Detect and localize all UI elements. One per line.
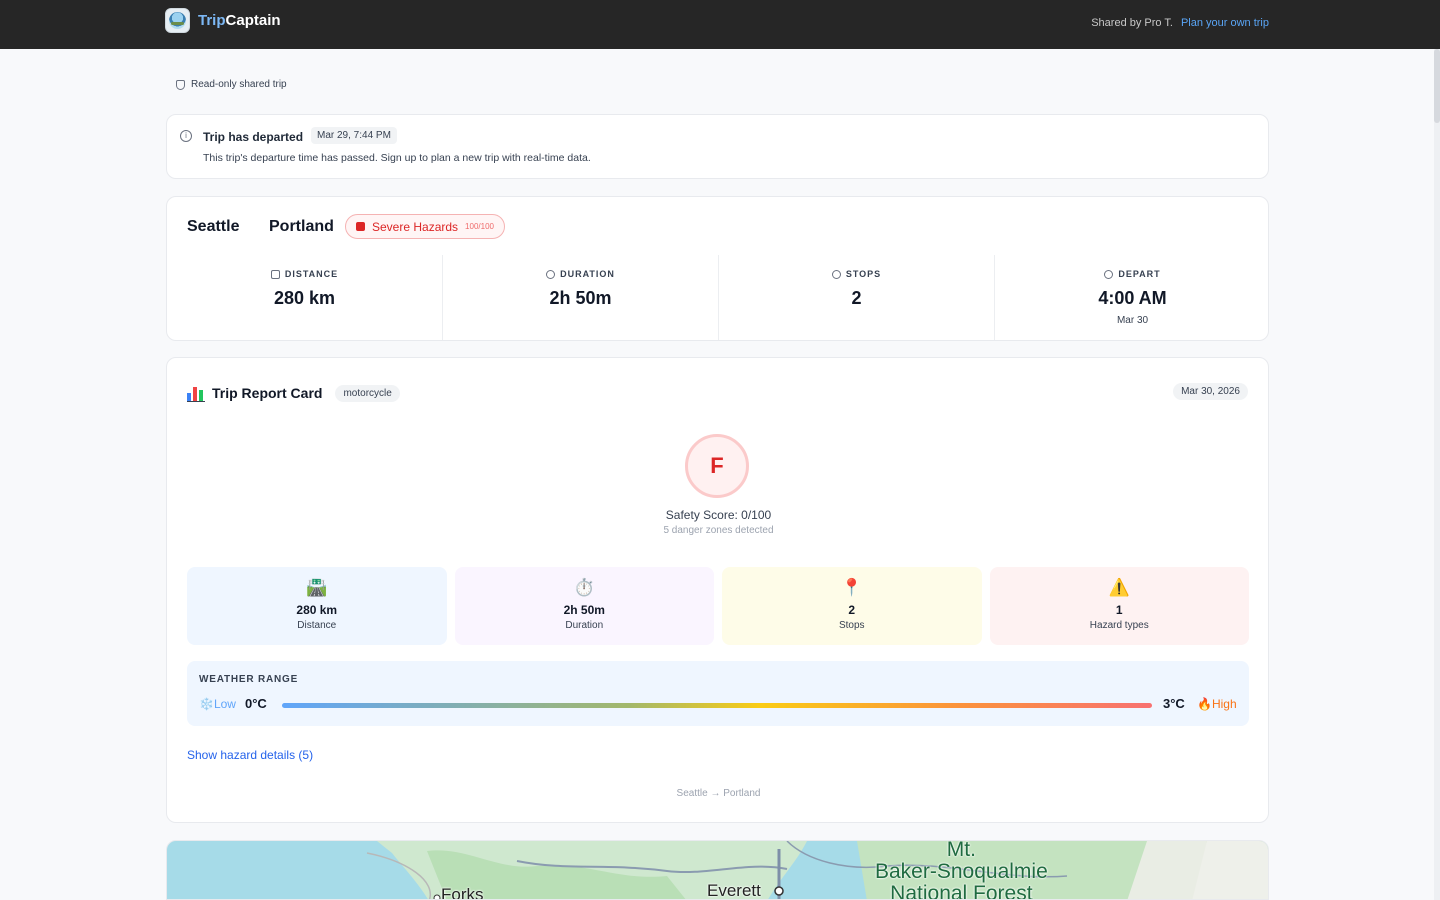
brand[interactable]: TripCaptain [165, 8, 281, 33]
brand-name: TripCaptain [198, 12, 281, 29]
clock-icon [546, 269, 556, 279]
shared-by-text: Shared by Pro T. [1091, 17, 1173, 29]
report-header: Trip Report Card motorcycle [187, 384, 400, 402]
info-icon: i [180, 130, 192, 142]
tile-label: Stops [838, 620, 865, 631]
danger-zones: 5 danger zones detected [663, 525, 774, 536]
notice-message: This trip's departure time has passed. S… [203, 152, 591, 164]
stat-label: DURATION [560, 269, 615, 279]
temperature-gradient-bar [282, 703, 1152, 708]
stat-label: STOPS [845, 269, 882, 279]
logo-icon [165, 8, 190, 33]
notice-date-chip: Mar 29, 7:44 PM [311, 127, 397, 144]
tile-duration: ⏱️ 2h 50m Duration [454, 567, 714, 645]
route-summary-card: Seattle Portland Severe Hazards 100/100 … [166, 196, 1269, 341]
route-icon [270, 269, 280, 279]
tile-hazards: ⚠️ 1 Hazard types [989, 567, 1249, 645]
hazard-indicator-icon [356, 222, 365, 231]
pin-icon: 📍 [841, 578, 863, 597]
map-label-forest: Mt. Baker-Snoqualmie National Forest [875, 840, 1048, 900]
tile-value: 2 [848, 603, 856, 617]
weather-label: WEATHER RANGE [199, 674, 299, 685]
stat-depart: DEPART 4:00 AM Mar 30 [995, 255, 1268, 340]
stat-label: DEPART [1118, 269, 1161, 279]
top-bar: TripCaptain Shared by Pro T. Plan your o… [0, 0, 1440, 49]
stat-stops: STOPS 2 [719, 255, 995, 340]
map-label-forest-line2: Baker-Snoqualmie [875, 860, 1048, 883]
bar-chart-icon [187, 384, 205, 402]
map-terrain [366, 841, 1268, 899]
share-info: Shared by Pro T. Plan your own trip [1091, 17, 1269, 29]
brand-prefix: Trip [198, 12, 226, 29]
report-tiles: 🛣️ 280 km Distance ⏱️ 2h 50m Duration 📍 … [187, 567, 1249, 645]
show-hazard-details-link[interactable]: Show hazard details (5) [187, 748, 314, 762]
map-label-forks: Forks [441, 885, 484, 900]
page-scrollbar[interactable] [1434, 49, 1440, 900]
route-stats: DISTANCE 280 km DURATION 2h 50m STOPS 2 … [167, 255, 1268, 340]
tile-label: Distance [297, 620, 337, 631]
tile-value: 280 km [296, 603, 338, 617]
map-label-forest-line3: National Forest [890, 882, 1033, 900]
hazard-label: Severe Hazards [372, 219, 459, 234]
weather-high-value: 3°C [1163, 696, 1185, 711]
departed-notice: i Trip has departed Mar 29, 7:44 PM This… [166, 114, 1269, 179]
safety-score: Safety Score: 0/100 [665, 508, 772, 522]
weather-high-label: 🔥High [1197, 697, 1237, 711]
shield-icon [176, 79, 185, 90]
map-label-everett: Everett [707, 881, 761, 900]
tile-label: Duration [565, 620, 604, 631]
stat-value: 2 [851, 288, 862, 308]
readonly-label: Read-only shared trip [191, 79, 287, 90]
tile-value: 1 [1115, 603, 1123, 617]
destination-city: Portland [269, 218, 334, 235]
weather-low-label: ❄️Low [199, 697, 236, 711]
road-icon: 🛣️ [306, 578, 328, 597]
tile-value: 2h 50m [563, 603, 605, 617]
pin-icon [831, 269, 841, 279]
readonly-badge: Read-only shared trip [176, 79, 287, 90]
hazard-badge: Severe Hazards 100/100 [345, 214, 505, 239]
map-label-forest-line1: Mt. [946, 840, 976, 861]
stat-label: DISTANCE [284, 269, 339, 279]
weather-range: WEATHER RANGE ❄️Low 0°C 3°C 🔥High [187, 661, 1249, 726]
route-map[interactable]: Forks Everett Mt. Baker-Snoqualmie Natio… [166, 840, 1269, 900]
hazard-score: 100/100 [465, 222, 494, 231]
plan-own-trip-link[interactable]: Plan your own trip [1180, 17, 1269, 29]
stat-value: 4:00 AM [1098, 288, 1167, 308]
weather-low-value: 0°C [245, 696, 267, 711]
warning-icon: ⚠️ [1108, 578, 1130, 597]
stat-distance: DISTANCE 280 km [167, 255, 443, 340]
scrollbar-thumb[interactable] [1434, 49, 1440, 123]
stat-subvalue: Mar 30 [1116, 315, 1149, 326]
report-route-footer: Seattle → Portland [676, 788, 761, 799]
safety-grade: F [685, 434, 749, 498]
tile-distance: 🛣️ 280 km Distance [187, 567, 447, 645]
notice-title: Trip has departed [203, 130, 304, 144]
origin-city: Seattle [187, 218, 240, 235]
tile-label: Hazard types [1089, 620, 1149, 631]
report-title: Trip Report Card [212, 385, 323, 401]
report-date: Mar 30, 2026 [1173, 383, 1248, 400]
stat-duration: DURATION 2h 50m [443, 255, 719, 340]
stopwatch-icon: ⏱️ [573, 578, 595, 597]
clock-icon [1104, 269, 1114, 279]
vehicle-tag: motorcycle [335, 384, 400, 402]
trip-report-card: Trip Report Card motorcycle Mar 30, 2026… [166, 357, 1269, 823]
tile-stops: 📍 2 Stops [722, 567, 982, 645]
stat-value: 280 km [273, 288, 336, 308]
stat-value: 2h 50m [549, 288, 612, 308]
brand-suffix: Captain [225, 12, 281, 29]
